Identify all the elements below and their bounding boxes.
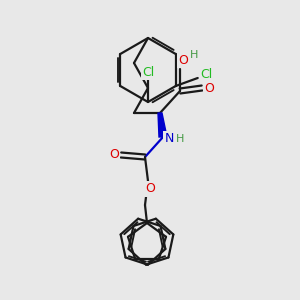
Text: O: O — [145, 182, 155, 196]
Text: H: H — [176, 134, 184, 144]
Text: O: O — [109, 148, 119, 161]
Text: O: O — [204, 82, 214, 94]
Text: N: N — [164, 133, 174, 146]
Text: H: H — [190, 50, 198, 60]
Text: Cl: Cl — [142, 65, 154, 79]
Text: O: O — [178, 53, 188, 67]
Text: Cl: Cl — [201, 68, 213, 80]
Polygon shape — [158, 113, 167, 137]
